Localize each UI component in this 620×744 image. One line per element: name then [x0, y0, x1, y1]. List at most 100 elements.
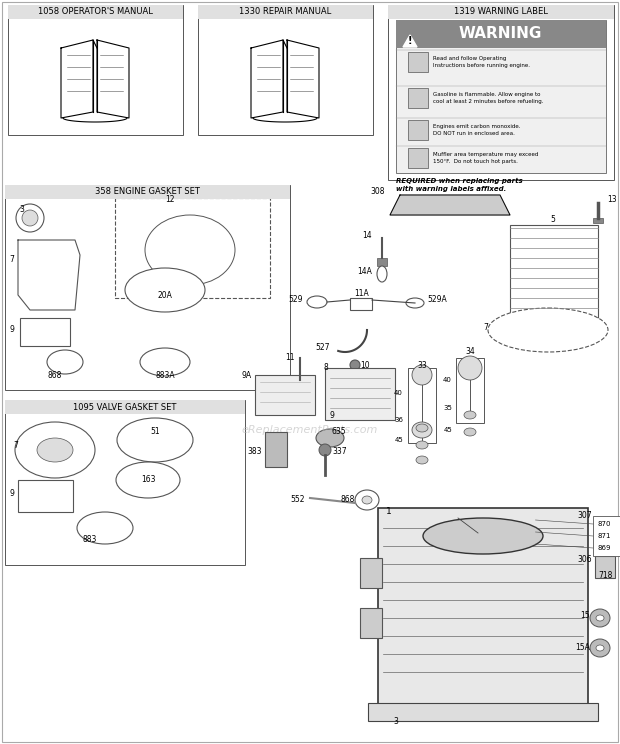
Text: 7: 7: [14, 440, 19, 449]
Ellipse shape: [16, 204, 44, 232]
Text: 9: 9: [330, 411, 335, 420]
Text: 529: 529: [288, 295, 303, 304]
Text: 868: 868: [340, 496, 355, 504]
Bar: [408, 88, 428, 108]
Text: 33: 33: [417, 361, 427, 370]
Text: 40: 40: [443, 377, 452, 383]
Text: 358 ENGINE GASKET SET: 358 ENGINE GASKET SET: [95, 187, 200, 196]
Text: 40: 40: [394, 390, 403, 396]
Bar: [198, 5, 373, 19]
Ellipse shape: [77, 512, 133, 544]
Ellipse shape: [377, 266, 387, 282]
Polygon shape: [97, 40, 129, 118]
Text: 9: 9: [9, 490, 14, 498]
Ellipse shape: [350, 360, 360, 370]
Text: 883A: 883A: [155, 371, 175, 379]
Ellipse shape: [464, 411, 476, 419]
Bar: [198, 5, 373, 135]
Bar: [255, 375, 315, 415]
Text: 870: 870: [597, 521, 611, 527]
Ellipse shape: [464, 428, 476, 436]
Ellipse shape: [116, 462, 180, 498]
Bar: [593, 218, 603, 223]
Text: 15A: 15A: [575, 644, 590, 652]
Text: 552: 552: [291, 496, 305, 504]
Text: 1319 WARNING LABEL: 1319 WARNING LABEL: [454, 7, 548, 16]
Bar: [595, 518, 615, 540]
Text: 306: 306: [577, 556, 592, 565]
Text: 718: 718: [598, 571, 613, 580]
Bar: [5, 185, 290, 390]
Text: Muffler area temperature may exceed
150°F.  Do not touch hot parts.: Muffler area temperature may exceed 150°…: [433, 153, 538, 164]
Ellipse shape: [423, 518, 543, 554]
Ellipse shape: [412, 422, 432, 438]
Ellipse shape: [22, 210, 38, 226]
Text: 20A: 20A: [157, 290, 172, 300]
Bar: [8, 5, 183, 19]
Bar: [408, 120, 428, 140]
Bar: [265, 432, 287, 467]
Bar: [378, 508, 588, 708]
Text: Read and follow Operating
Instructions before running engine.: Read and follow Operating Instructions b…: [433, 57, 530, 68]
Ellipse shape: [416, 441, 428, 449]
Bar: [595, 556, 615, 578]
Bar: [360, 608, 382, 638]
Text: 871: 871: [597, 533, 611, 539]
Ellipse shape: [590, 609, 610, 627]
Text: 13: 13: [607, 196, 617, 205]
Bar: [5, 185, 290, 199]
Text: 8: 8: [323, 362, 328, 371]
Bar: [18, 480, 73, 512]
Ellipse shape: [362, 496, 372, 504]
Ellipse shape: [47, 350, 83, 374]
Bar: [388, 5, 614, 180]
Polygon shape: [403, 35, 417, 47]
Bar: [360, 558, 382, 588]
Ellipse shape: [125, 268, 205, 312]
Ellipse shape: [316, 429, 344, 447]
Ellipse shape: [596, 645, 604, 651]
Text: 11: 11: [285, 353, 295, 362]
Bar: [408, 368, 436, 443]
Text: 337: 337: [332, 447, 347, 457]
Text: Engines emit carbon monoxide.
DO NOT run in enclosed area.: Engines emit carbon monoxide. DO NOT run…: [433, 124, 521, 135]
Text: 45: 45: [443, 427, 452, 433]
Polygon shape: [287, 40, 319, 118]
Polygon shape: [251, 40, 283, 118]
Bar: [377, 258, 387, 266]
Bar: [408, 148, 428, 168]
Ellipse shape: [37, 438, 73, 462]
Ellipse shape: [307, 296, 327, 308]
Ellipse shape: [458, 356, 482, 380]
Text: 3: 3: [20, 205, 24, 214]
Bar: [593, 516, 620, 556]
Ellipse shape: [412, 365, 432, 385]
Bar: [368, 703, 598, 721]
Bar: [388, 5, 614, 19]
Text: 7: 7: [483, 324, 488, 333]
Text: 36: 36: [394, 417, 403, 423]
Bar: [5, 400, 245, 414]
Text: 5: 5: [551, 216, 556, 225]
Bar: [5, 400, 245, 565]
Text: 868: 868: [48, 371, 62, 379]
Text: 14A: 14A: [357, 268, 372, 277]
Text: 1: 1: [386, 507, 392, 516]
Text: 45: 45: [394, 437, 403, 443]
Text: 308: 308: [371, 187, 385, 196]
Ellipse shape: [596, 615, 604, 621]
Text: 1058 OPERATOR'S MANUAL: 1058 OPERATOR'S MANUAL: [38, 7, 153, 16]
Ellipse shape: [590, 639, 610, 657]
Bar: [350, 298, 372, 310]
Text: 163: 163: [141, 475, 155, 484]
Text: 11A: 11A: [355, 289, 370, 298]
Text: 34: 34: [465, 347, 475, 356]
Text: 7: 7: [9, 255, 14, 265]
Ellipse shape: [355, 490, 379, 510]
Ellipse shape: [145, 215, 235, 285]
Ellipse shape: [140, 348, 190, 376]
Text: 35: 35: [443, 405, 452, 411]
Text: 3: 3: [393, 717, 398, 726]
Text: 9: 9: [9, 326, 14, 335]
Text: 883: 883: [83, 536, 97, 545]
